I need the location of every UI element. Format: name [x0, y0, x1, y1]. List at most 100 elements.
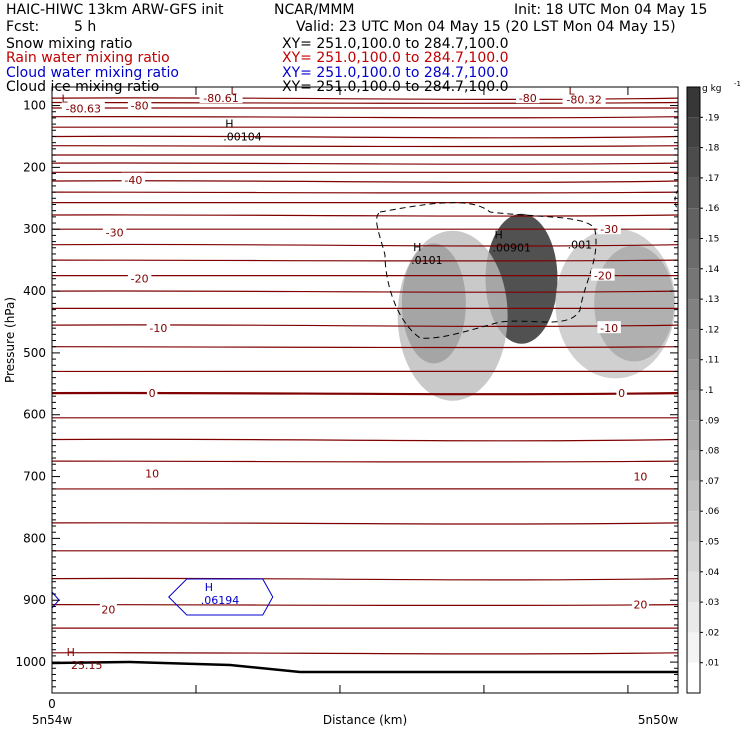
contour-line — [51, 115, 679, 119]
colorbar-level-label: .1 — [705, 386, 714, 396]
contour-label: -20 — [594, 270, 612, 283]
contour-label: 20 — [633, 599, 647, 612]
contour-label: -30 — [106, 226, 124, 239]
colorbar-segment — [687, 299, 700, 330]
contour-label-bg — [143, 466, 161, 479]
colorbar-level-label: .11 — [705, 356, 719, 366]
contour-line — [51, 627, 679, 630]
colorbar-level-label: .06 — [705, 507, 720, 517]
contour-line — [51, 214, 679, 217]
org-label: NCAR/MMM — [274, 2, 355, 18]
contour-line — [51, 522, 679, 525]
colorbar: .01 .02 .03 .04 .05 .06 .07 .08 .09 .1 .11 .12 .13 .1… — [686, 80, 740, 694]
y-tick-label: 700 — [23, 470, 46, 484]
colorbar-level-label: .15 — [705, 235, 719, 245]
contour-label: -40 — [124, 174, 142, 187]
temperature-contours — [51, 97, 679, 655]
cloud-ice-contour — [674, 189, 679, 211]
field-rain-xy: XY= 251.0,100.0 to 284.7,100.0 — [282, 50, 509, 66]
contour-line — [51, 550, 679, 553]
field-snow-xy: XY= 251.0,100.0 to 284.7,100.0 — [282, 36, 509, 52]
colorbar-level-label: .12 — [705, 325, 719, 335]
colorbar-segment — [687, 511, 700, 542]
snow-max-marker: H — [494, 229, 502, 242]
valid-time: Valid: 23 UTC Mon 04 May 15 (20 LST Mon … — [296, 19, 676, 35]
y-tick-label: 1000 — [15, 655, 46, 669]
colorbar-level-label: .19 — [705, 113, 720, 123]
contour-label-bg — [562, 92, 606, 105]
contour-line — [51, 577, 679, 581]
contour-line — [51, 154, 679, 157]
contour-line — [51, 652, 679, 655]
contour-line — [51, 604, 679, 607]
contour-label: -80.63 — [66, 103, 101, 116]
colorbar-level-label: .17 — [705, 174, 719, 184]
x-axis-label: Distance (km) — [323, 713, 407, 727]
contour-line — [51, 346, 679, 349]
contour-line — [51, 391, 679, 396]
colorbar-level-label: .03 — [705, 598, 719, 608]
field-cloud-water-name: Cloud water mixing ratio — [6, 65, 179, 81]
temperature-extremum-marker: L — [61, 92, 68, 105]
contour-line — [51, 460, 679, 463]
cloud-ice-contour — [376, 202, 597, 339]
contour-label-bg — [127, 271, 152, 284]
contour-line — [51, 202, 679, 205]
contour-label-bg — [121, 172, 146, 185]
colorbar-segment — [687, 541, 700, 572]
colorbar-level-label: .05 — [705, 538, 719, 548]
field-cloud-water-xy: XY= 251.0,100.0 to 284.7,100.0 — [282, 65, 509, 81]
cloud-water-contour — [168, 578, 274, 616]
temperature-extremum-marker: L — [230, 84, 237, 97]
contour-label: -80.32 — [566, 93, 601, 106]
contour-label: 10 — [145, 467, 159, 480]
colorbar-segment — [687, 268, 700, 300]
colorbar-segment — [687, 117, 700, 148]
colorbar-segment — [687, 208, 700, 239]
colorbar-segment — [687, 602, 700, 633]
field-rain-name: Rain water mixing ratio — [6, 50, 170, 66]
colorbar-level-label: .01 — [705, 659, 719, 669]
x-end-location: 5n50w — [638, 713, 679, 727]
colorbar-segment — [687, 147, 700, 178]
terrain-line — [51, 660, 678, 674]
colorbar-level-label: .13 — [705, 295, 719, 305]
colorbar-segment — [687, 329, 700, 360]
contour-label-bg — [146, 386, 158, 399]
snow-max-value: .0101 — [411, 254, 443, 267]
contour-line — [51, 191, 679, 194]
colorbar-level-label: .07 — [705, 477, 719, 487]
contour-label: 10 — [633, 471, 647, 484]
contour-line — [51, 145, 679, 148]
contour-label-bg — [127, 98, 152, 111]
plot-border — [51, 86, 679, 694]
contour-label: -80 — [519, 92, 537, 105]
colorbar-level-label: .09 — [705, 416, 720, 426]
contour-line — [51, 171, 679, 174]
snow-shade-blob — [555, 228, 676, 379]
x-start-location: 5n54w — [32, 713, 73, 727]
y-tick-label: 600 — [23, 408, 46, 422]
contour-label: -20 — [131, 273, 149, 286]
y-tick-label: 100 — [23, 99, 46, 113]
contour-line — [51, 259, 679, 262]
x-tick-label: 0 — [48, 697, 56, 711]
y-tick-label: 200 — [23, 160, 46, 174]
contour-label-bg — [146, 321, 171, 334]
contour-label: 20 — [101, 604, 115, 617]
contour-line — [51, 488, 679, 491]
field-snow-name: Snow mixing ratio — [6, 36, 133, 52]
contour-label-bg — [102, 225, 127, 238]
init-time: Init: 18 UTC Mon 04 May 15 — [514, 2, 708, 18]
colorbar-segment — [687, 571, 700, 603]
colorbar-segment — [687, 662, 700, 693]
contour-label-bg — [61, 101, 105, 114]
contour-label-bg — [99, 602, 117, 615]
contour-label: -80.61 — [203, 92, 238, 105]
contour-label: 0 — [149, 387, 156, 400]
colorbar-segment — [687, 632, 700, 663]
cloud-ice-max-marker: H — [225, 117, 233, 130]
colorbar-segment — [687, 390, 700, 421]
colorbar-segment — [687, 480, 700, 512]
